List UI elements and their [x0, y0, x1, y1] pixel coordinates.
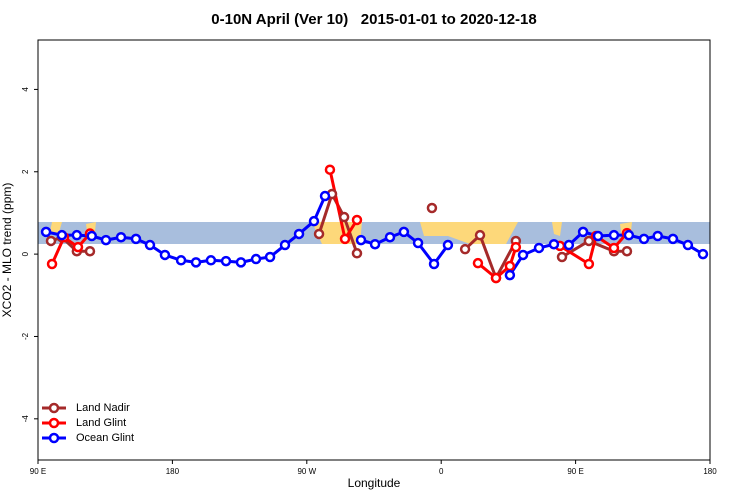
data-point [338, 211, 350, 223]
legend: Land Nadir Land Glint Ocean Glint [42, 402, 134, 444]
x-axis-label: Longitude [348, 476, 401, 490]
land-asia-2 [552, 222, 562, 236]
ocean-band [38, 222, 710, 244]
plot-frame [37, 39, 711, 461]
data-point [159, 249, 171, 261]
x-tick-label: 90 E [30, 467, 46, 476]
data-point [45, 235, 57, 247]
data-point [412, 237, 424, 249]
data-point [279, 239, 291, 251]
data-point [583, 258, 595, 270]
data-point [319, 190, 331, 202]
data-point [100, 234, 112, 246]
data-point [351, 248, 363, 259]
legend-label: Ocean Glint [76, 432, 134, 444]
data-point [667, 233, 679, 245]
y-tick-label: -2 [21, 332, 30, 340]
data-point [621, 245, 633, 257]
x-tick-label: 90 W [297, 467, 316, 476]
data-point [130, 233, 142, 245]
data-point [459, 243, 471, 255]
data-point [517, 249, 529, 261]
data-point [190, 257, 202, 268]
data-point [46, 258, 58, 270]
data-point [510, 241, 522, 253]
data-point [205, 255, 217, 266]
data-point [623, 229, 635, 241]
legend-swatch-marker [48, 417, 60, 429]
data-point [682, 239, 694, 251]
y-tick-label: 2 [21, 169, 30, 174]
data-point [548, 238, 560, 250]
data-point [351, 214, 363, 226]
data-point [250, 253, 262, 265]
data-point [428, 258, 440, 270]
data-point [472, 257, 484, 269]
data-point [426, 202, 438, 214]
legend-label: Land Nadir [76, 402, 130, 414]
data-point [86, 230, 98, 242]
x-tick-label: 90 E [567, 467, 583, 476]
data-point [72, 241, 84, 253]
x-tick-label: 0 [439, 467, 444, 476]
data-point [577, 226, 589, 238]
data-point [533, 242, 545, 254]
land-africa [420, 222, 518, 244]
data-point [608, 242, 620, 254]
data-point [293, 228, 305, 240]
data-point [115, 231, 127, 243]
data-point [144, 239, 156, 251]
y-tick-label: 0 [21, 251, 30, 256]
data-point [474, 229, 486, 241]
data-point [220, 255, 232, 267]
data-point [40, 226, 52, 238]
data-point [583, 235, 595, 247]
data-point [504, 269, 516, 281]
y-tick-label: 4 [21, 87, 30, 92]
data-point [504, 260, 516, 272]
data-point [264, 251, 276, 263]
data-point [56, 229, 68, 241]
x-tick-label: 180 [166, 467, 180, 476]
legend-label: Land Glint [76, 417, 126, 429]
data-point [235, 257, 247, 268]
legend-swatch-marker [48, 402, 60, 414]
data-point [313, 228, 325, 240]
data-point [175, 255, 187, 266]
data-point [592, 230, 604, 242]
data-point [638, 233, 650, 245]
data-point [324, 164, 336, 175]
data-point [697, 248, 709, 260]
data-point [398, 226, 410, 238]
data-point [308, 215, 320, 227]
data-point [556, 251, 568, 263]
data-point [652, 230, 663, 242]
data-point [563, 239, 575, 251]
data-point [384, 231, 396, 243]
plot-area [40, 164, 709, 284]
data-point [369, 238, 381, 250]
y-axis-label: XCO2 - MLO trend (ppm) [0, 183, 14, 318]
data-point [339, 233, 351, 245]
data-point [84, 245, 96, 257]
data-point [442, 239, 454, 251]
x-tick-label: 180 [703, 467, 717, 476]
data-point [71, 229, 83, 241]
legend-swatch-marker [48, 432, 60, 444]
y-tick-label: -4 [21, 415, 30, 423]
data-point [355, 234, 367, 246]
data-point [490, 272, 502, 284]
chart-title: 0-10N April (Ver 10) 2015-01-01 to 2020-… [211, 11, 536, 28]
data-point [608, 229, 620, 241]
